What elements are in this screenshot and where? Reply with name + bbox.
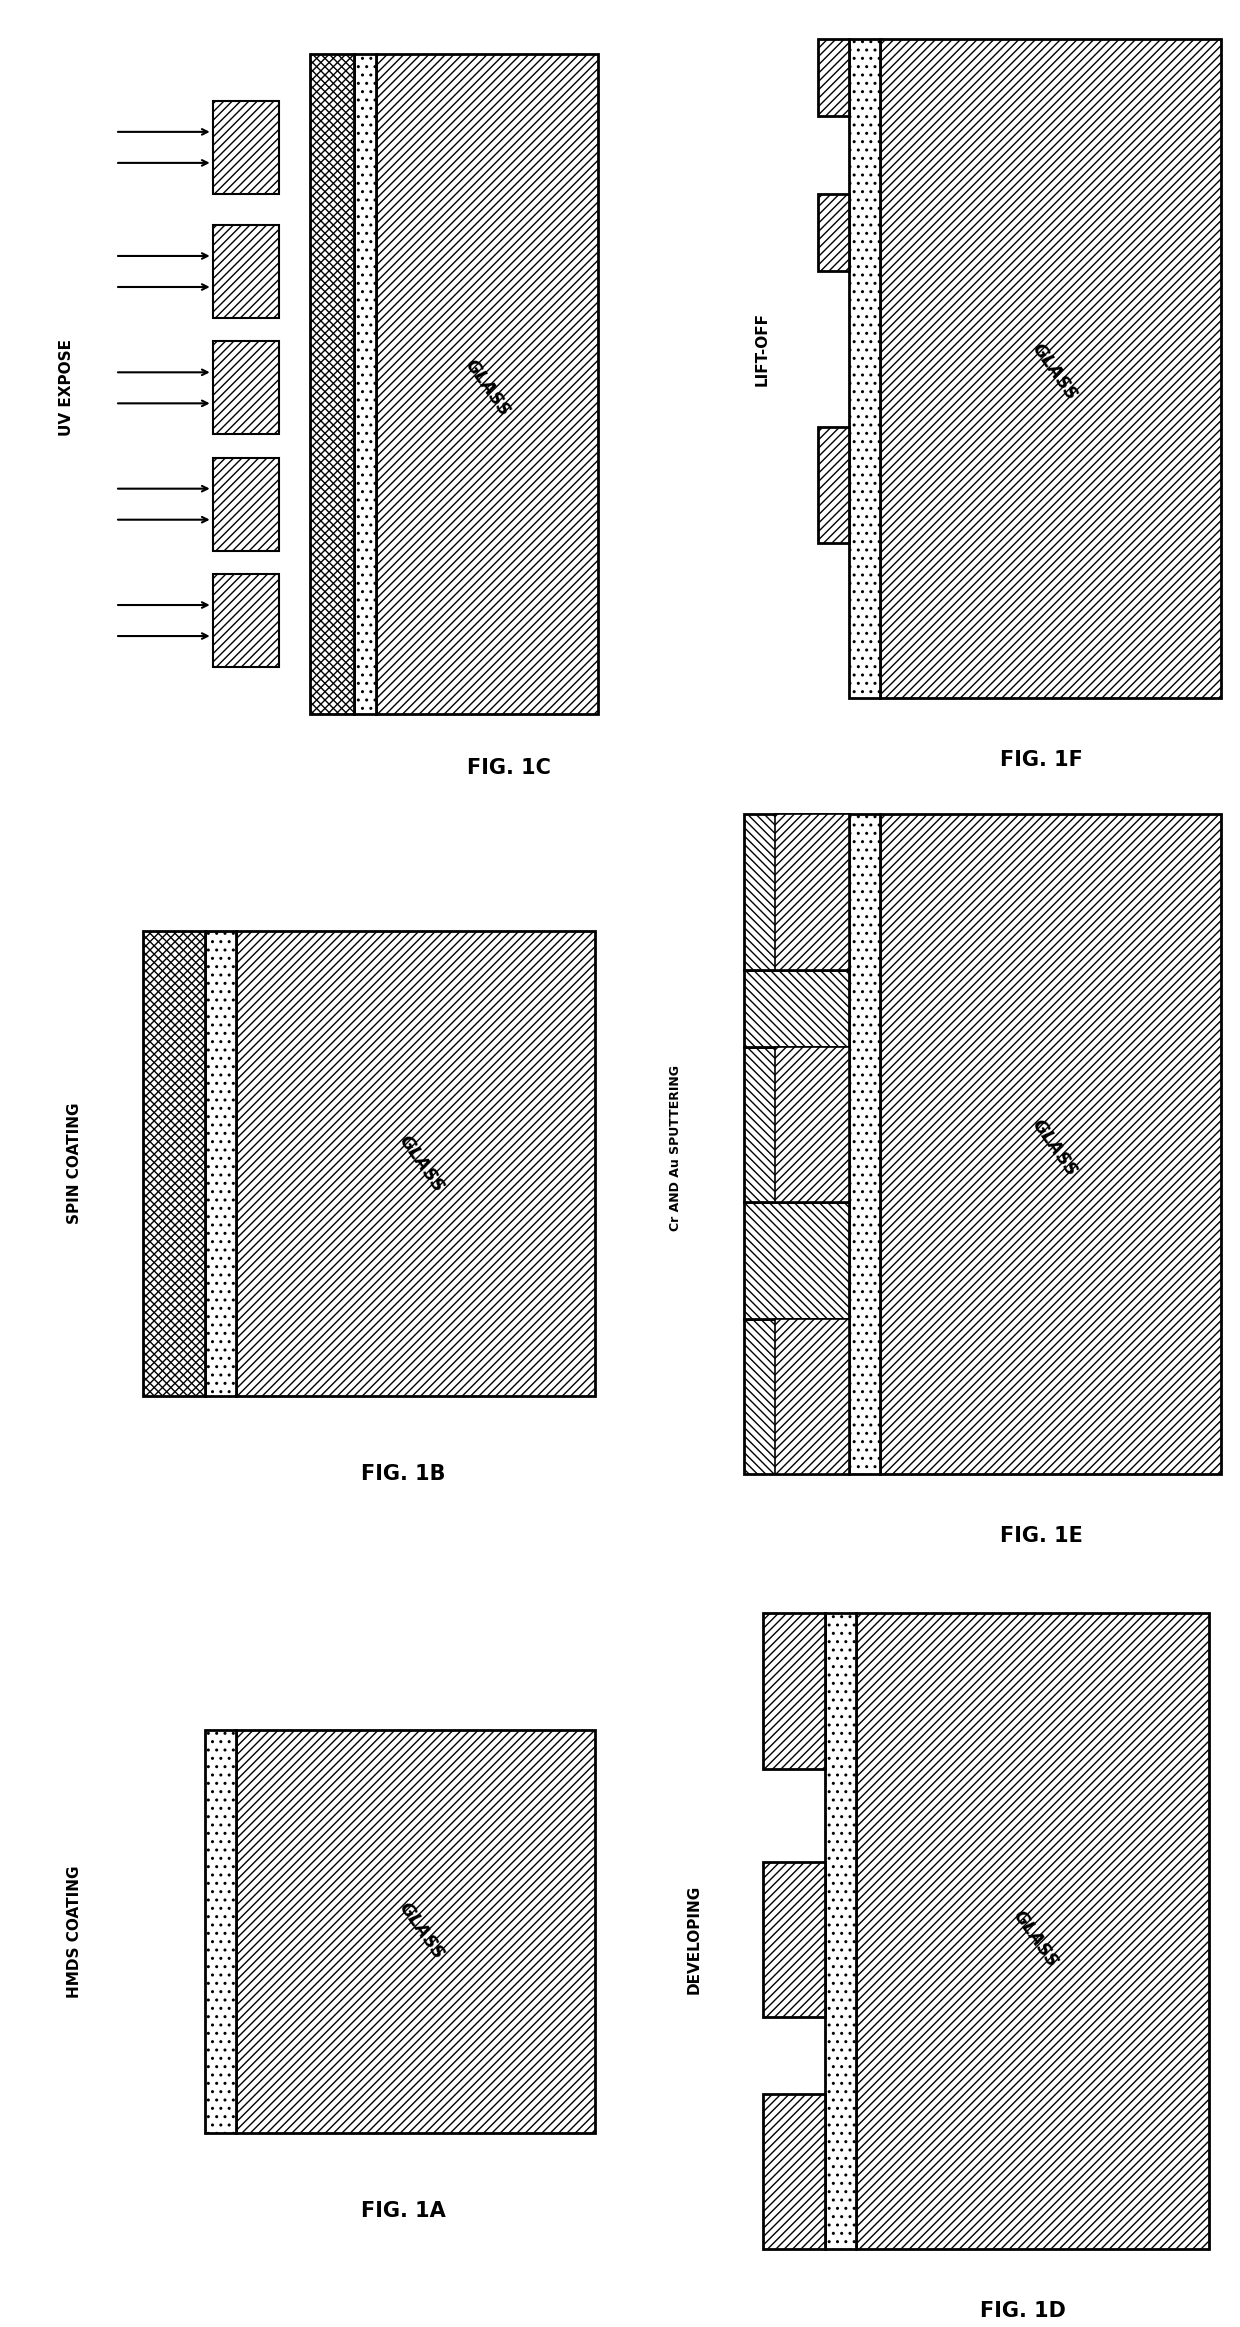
Bar bbox=[310, 54, 355, 714]
Text: HMDS COATING: HMDS COATING bbox=[67, 1866, 82, 1997]
Bar bbox=[849, 40, 880, 698]
Text: FIG. 1F: FIG. 1F bbox=[1001, 749, 1083, 770]
Text: UV EXPOSE: UV EXPOSE bbox=[60, 340, 74, 437]
Bar bbox=[763, 1613, 825, 1769]
Text: SPIN COATING: SPIN COATING bbox=[67, 1103, 82, 1224]
Bar bbox=[880, 814, 1221, 1473]
Bar bbox=[744, 1319, 849, 1473]
Bar bbox=[205, 931, 236, 1396]
Bar bbox=[212, 458, 279, 551]
Bar bbox=[763, 1862, 825, 2018]
Text: DEVELOPING: DEVELOPING bbox=[687, 1885, 702, 1994]
Bar bbox=[212, 342, 279, 435]
Text: Cr AND Au SPUTTERING: Cr AND Au SPUTTERING bbox=[670, 1066, 682, 1231]
Bar bbox=[236, 1729, 595, 2134]
Bar bbox=[143, 931, 205, 1396]
Text: FIG. 1B: FIG. 1B bbox=[361, 1464, 445, 1485]
Bar bbox=[818, 193, 849, 272]
Text: FIG. 1C: FIG. 1C bbox=[467, 759, 552, 777]
Bar bbox=[825, 1613, 856, 2250]
Bar bbox=[744, 970, 849, 1047]
Bar bbox=[377, 54, 598, 714]
Bar bbox=[849, 814, 880, 1473]
Bar bbox=[775, 1047, 849, 1203]
Bar bbox=[856, 1613, 1209, 2250]
Bar bbox=[205, 1729, 236, 2134]
Bar bbox=[775, 814, 849, 970]
Text: FIG. 1E: FIG. 1E bbox=[1001, 1527, 1083, 1545]
Bar bbox=[355, 54, 377, 714]
Bar bbox=[236, 931, 595, 1396]
Text: GLASS: GLASS bbox=[396, 1899, 448, 1964]
Text: LIFT-OFF: LIFT-OFF bbox=[755, 312, 770, 386]
Bar bbox=[143, 931, 205, 1396]
Text: GLASS: GLASS bbox=[461, 356, 513, 419]
Bar bbox=[212, 226, 279, 319]
Text: GLASS: GLASS bbox=[396, 1131, 448, 1196]
Text: FIG. 1A: FIG. 1A bbox=[361, 2201, 445, 2220]
Bar bbox=[212, 100, 279, 193]
Bar bbox=[775, 1319, 849, 1473]
Bar bbox=[744, 814, 849, 970]
Bar bbox=[212, 575, 279, 668]
Text: FIG. 1D: FIG. 1D bbox=[980, 2301, 1066, 2322]
Text: GLASS: GLASS bbox=[1009, 1908, 1061, 1971]
Bar bbox=[763, 2094, 825, 2250]
Bar bbox=[818, 40, 849, 116]
Bar bbox=[744, 1047, 849, 1203]
Text: GLASS: GLASS bbox=[1028, 340, 1080, 405]
Bar bbox=[880, 40, 1221, 698]
Bar bbox=[310, 54, 355, 714]
Text: GLASS: GLASS bbox=[1028, 1117, 1080, 1180]
Bar bbox=[818, 426, 849, 542]
Bar bbox=[744, 1203, 849, 1319]
